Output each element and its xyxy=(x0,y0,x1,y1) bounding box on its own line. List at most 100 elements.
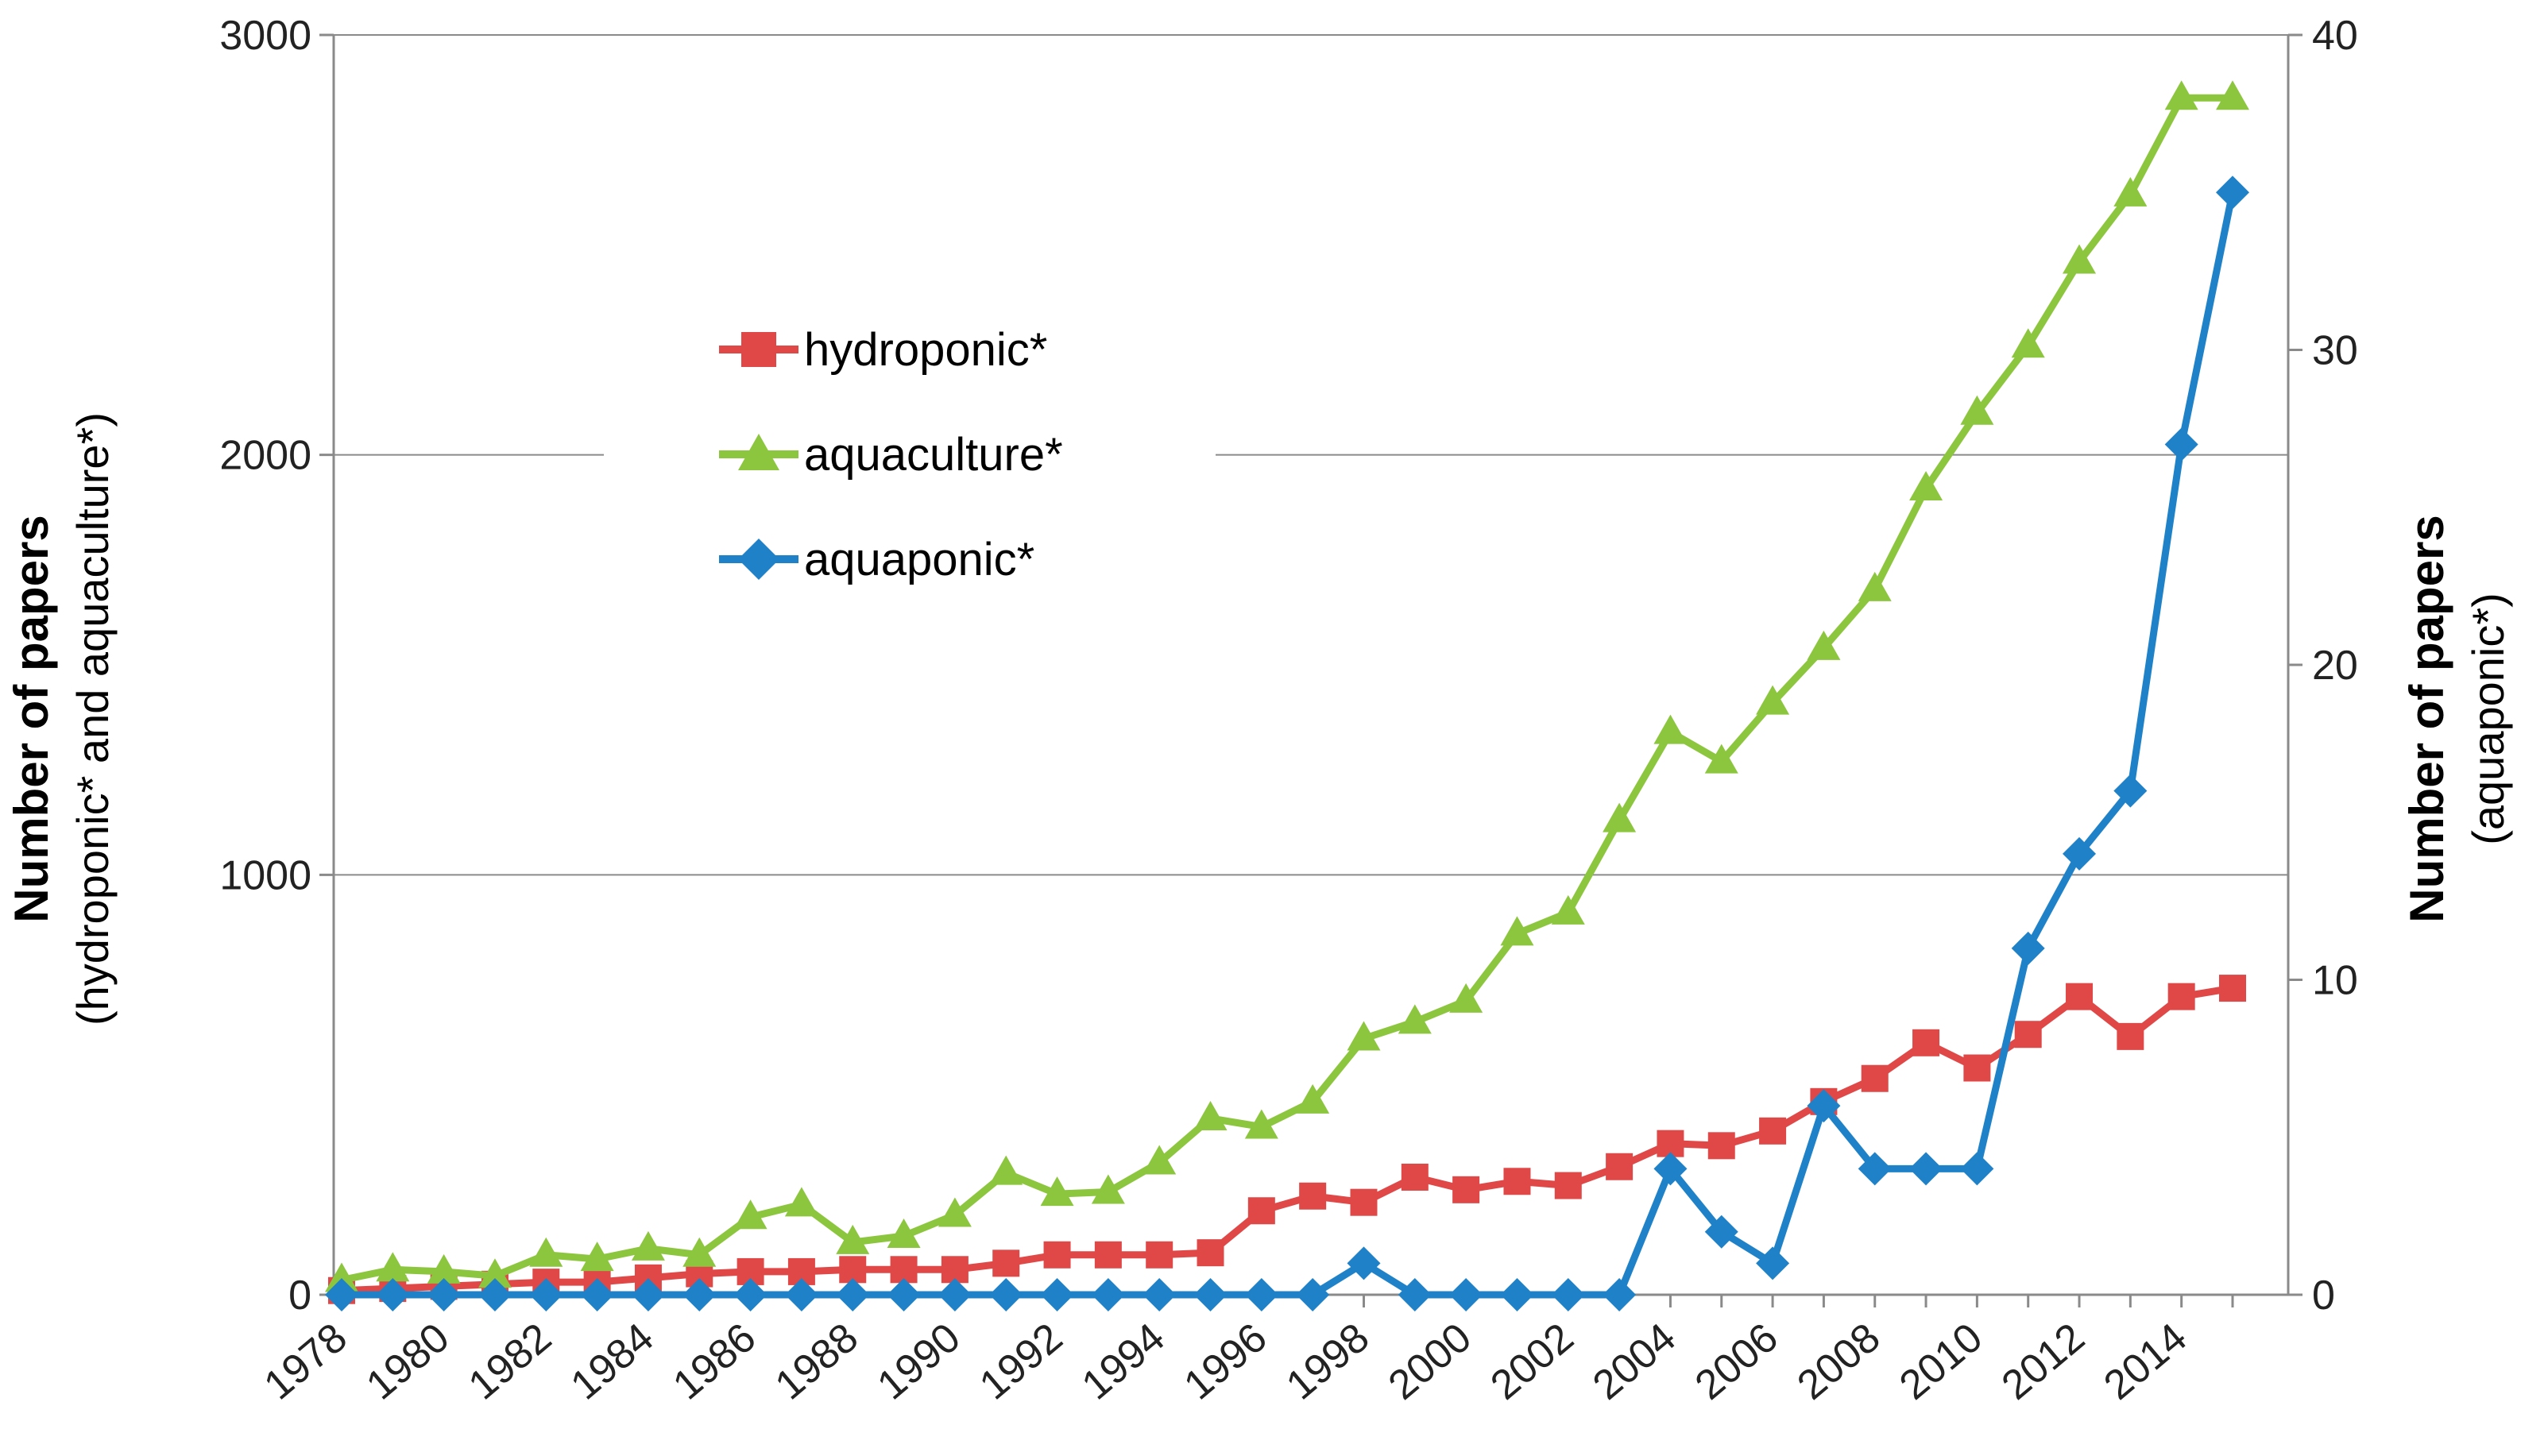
data-point-hydroponic xyxy=(1401,1163,1429,1191)
data-point-aquaculture xyxy=(1756,685,1790,715)
data-point-hydroponic xyxy=(2117,1022,2144,1050)
data-point-hydroponic xyxy=(1350,1188,1378,1216)
x-tick-label: 2014 xyxy=(2095,1315,2195,1409)
x-tick-label: 1988 xyxy=(767,1315,867,1409)
data-point-aquaponic xyxy=(938,1278,972,1311)
legend-entry-aquaculture: aquaculture* xyxy=(719,429,1063,481)
right-tick-label: 40 xyxy=(2312,13,2358,59)
data-point-aquaponic xyxy=(427,1278,461,1311)
data-point-aquaponic xyxy=(1704,1215,1738,1249)
legend: hydroponic* aquaculture* aquaponic* xyxy=(604,294,1216,612)
data-point-hydroponic xyxy=(1912,1029,1940,1056)
data-point-aquaculture xyxy=(2164,80,2198,110)
data-point-aquaculture xyxy=(1653,714,1688,744)
data-point-aquaculture xyxy=(1143,1145,1177,1175)
right-axis-title: Number of papers xyxy=(2400,515,2453,922)
data-point-aquaponic xyxy=(1653,1152,1688,1186)
data-point-aquaponic xyxy=(529,1278,563,1311)
legend-entry-hydroponic: hydroponic* xyxy=(719,324,1047,376)
data-point-aquaculture xyxy=(478,1258,512,1288)
data-point-aquaculture xyxy=(682,1237,717,1267)
x-tick-label: 2008 xyxy=(1789,1315,1889,1409)
data-point-aquaponic xyxy=(989,1278,1023,1311)
series-group xyxy=(325,80,2249,1311)
data-point-aquaculture xyxy=(1551,894,1585,925)
data-point-hydroponic xyxy=(2219,975,2246,1002)
data-point-aquaculture xyxy=(1398,1004,1432,1034)
x-tick-label: 2004 xyxy=(1584,1315,1684,1409)
data-point-aquaponic xyxy=(631,1278,665,1311)
x-tick-label: 1982 xyxy=(460,1315,560,1409)
data-point-aquaponic xyxy=(2113,774,2148,808)
data-point-aquaponic xyxy=(1193,1278,1228,1311)
data-point-aquaculture xyxy=(1960,395,1994,425)
data-point-hydroponic xyxy=(1299,1182,1327,1210)
data-point-aquaculture xyxy=(2063,244,2097,274)
data-point-aquaculture xyxy=(1193,1100,1228,1130)
x-tick-label: 1996 xyxy=(1176,1315,1276,1409)
x-tick-label: 2000 xyxy=(1380,1315,1480,1409)
right-tick-label: 20 xyxy=(2312,643,2358,689)
data-point-aquaponic xyxy=(1244,1278,1278,1311)
data-point-aquaculture xyxy=(427,1253,461,1284)
data-point-aquaculture xyxy=(529,1237,563,1267)
right-axis-title-group: Number of papers (aquaponic*) xyxy=(2400,515,2513,922)
data-point-aquaponic xyxy=(1040,1278,1074,1311)
data-point-hydroponic xyxy=(2167,983,2195,1010)
data-point-aquaponic xyxy=(1909,1152,1943,1186)
series-line-aquaculture xyxy=(341,94,2233,1284)
left-axis-title: Number of papers xyxy=(5,515,58,922)
right-tick-label: 10 xyxy=(2312,958,2358,1004)
x-tick-label: 1986 xyxy=(664,1315,764,1409)
x-tick-label: 1980 xyxy=(358,1315,458,1409)
x-tick-label: 2006 xyxy=(1687,1315,1787,1409)
data-point-aquaponic xyxy=(1551,1278,1585,1311)
data-point-aquaponic xyxy=(887,1278,921,1311)
data-point-aquaponic xyxy=(1296,1278,1330,1311)
data-point-aquaculture xyxy=(1603,802,1637,832)
right-tick-label: 0 xyxy=(2312,1273,2335,1319)
data-point-aquaponic xyxy=(1603,1278,1637,1311)
data-point-aquaponic xyxy=(1500,1278,1534,1311)
data-point-aquaponic xyxy=(733,1278,767,1311)
data-point-hydroponic xyxy=(1707,1132,1735,1160)
legend-background xyxy=(604,294,1216,612)
legend-marker-square xyxy=(741,332,776,367)
data-point-hydroponic xyxy=(1503,1168,1531,1195)
data-point-aquaculture xyxy=(2216,80,2249,110)
data-point-aquaculture xyxy=(733,1199,767,1230)
data-point-aquaculture xyxy=(2011,328,2045,358)
series-line-hydroponic xyxy=(341,984,2233,1295)
x-tick-label: 1990 xyxy=(869,1315,969,1409)
data-point-aquaculture xyxy=(1347,1021,1381,1051)
data-point-aquaponic xyxy=(1960,1152,1994,1186)
data-point-aquaponic xyxy=(2216,176,2249,210)
data-point-aquaculture xyxy=(631,1230,665,1261)
data-point-aquaponic xyxy=(325,1278,358,1311)
data-point-aquaponic xyxy=(376,1278,410,1311)
data-point-aquaculture xyxy=(1704,743,1738,774)
left-tick-label: 2000 xyxy=(219,433,311,479)
data-point-hydroponic xyxy=(1759,1117,1787,1145)
data-point-aquaculture xyxy=(989,1155,1023,1185)
x-tick-label: 1984 xyxy=(563,1315,663,1409)
data-point-aquaculture xyxy=(580,1242,614,1272)
data-point-aquaculture xyxy=(376,1252,410,1282)
data-point-aquaponic xyxy=(1143,1278,1177,1311)
data-point-aquaculture xyxy=(1449,983,1483,1013)
legend-label-aquaponic: aquaponic* xyxy=(804,534,1034,585)
x-tick-label: 2002 xyxy=(1483,1315,1583,1409)
data-point-aquaculture xyxy=(1500,916,1534,946)
data-point-hydroponic xyxy=(992,1249,1020,1277)
legend-label-aquaculture: aquaculture* xyxy=(804,429,1063,481)
data-point-hydroponic xyxy=(1452,1176,1480,1203)
data-point-hydroponic xyxy=(1043,1241,1071,1269)
data-point-hydroponic xyxy=(1197,1239,1224,1267)
left-tick-label: 3000 xyxy=(219,13,311,59)
data-point-aquaponic xyxy=(2011,931,2045,965)
data-point-aquaculture xyxy=(887,1218,921,1248)
x-tick-label: 1994 xyxy=(1073,1315,1173,1409)
data-point-aquaculture xyxy=(1807,630,1841,660)
